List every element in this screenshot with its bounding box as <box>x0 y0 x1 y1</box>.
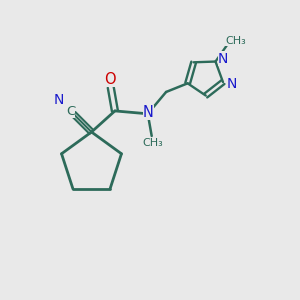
Text: CH₃: CH₃ <box>225 36 246 46</box>
Text: O: O <box>104 72 116 87</box>
Text: CH₃: CH₃ <box>143 139 164 148</box>
Text: N: N <box>143 105 154 120</box>
Text: N: N <box>53 94 64 107</box>
Text: N: N <box>226 76 237 91</box>
Text: C: C <box>66 105 75 118</box>
Text: N: N <box>218 52 228 65</box>
